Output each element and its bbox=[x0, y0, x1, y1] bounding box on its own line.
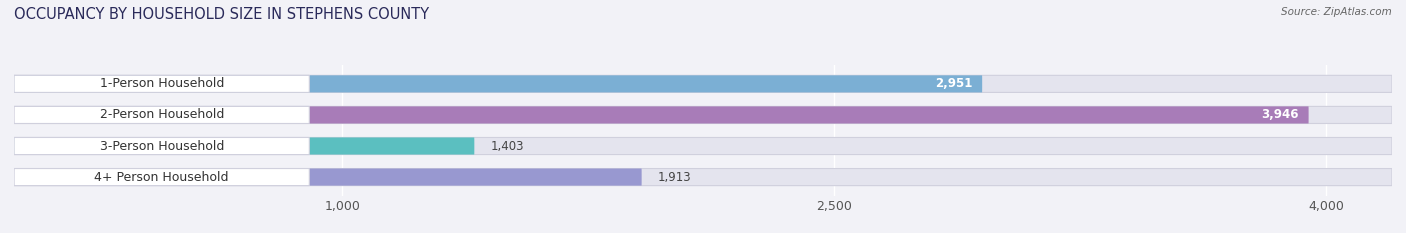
Text: 4+ Person Household: 4+ Person Household bbox=[94, 171, 229, 184]
FancyBboxPatch shape bbox=[14, 106, 1392, 123]
Text: 3,946: 3,946 bbox=[1261, 108, 1299, 121]
Text: 1-Person Household: 1-Person Household bbox=[100, 77, 224, 90]
Text: 3-Person Household: 3-Person Household bbox=[100, 140, 224, 153]
FancyBboxPatch shape bbox=[14, 75, 309, 93]
FancyBboxPatch shape bbox=[14, 137, 1392, 154]
FancyBboxPatch shape bbox=[14, 168, 1392, 186]
Text: 1,913: 1,913 bbox=[658, 171, 692, 184]
FancyBboxPatch shape bbox=[14, 137, 309, 154]
Text: 1,403: 1,403 bbox=[491, 140, 524, 153]
FancyBboxPatch shape bbox=[14, 168, 641, 186]
FancyBboxPatch shape bbox=[14, 106, 1309, 123]
Text: 2,951: 2,951 bbox=[935, 77, 973, 90]
FancyBboxPatch shape bbox=[14, 168, 309, 186]
Text: 2-Person Household: 2-Person Household bbox=[100, 108, 224, 121]
FancyBboxPatch shape bbox=[14, 106, 309, 123]
FancyBboxPatch shape bbox=[14, 75, 983, 93]
Text: Source: ZipAtlas.com: Source: ZipAtlas.com bbox=[1281, 7, 1392, 17]
FancyBboxPatch shape bbox=[14, 137, 474, 154]
Text: OCCUPANCY BY HOUSEHOLD SIZE IN STEPHENS COUNTY: OCCUPANCY BY HOUSEHOLD SIZE IN STEPHENS … bbox=[14, 7, 429, 22]
FancyBboxPatch shape bbox=[14, 75, 1392, 93]
